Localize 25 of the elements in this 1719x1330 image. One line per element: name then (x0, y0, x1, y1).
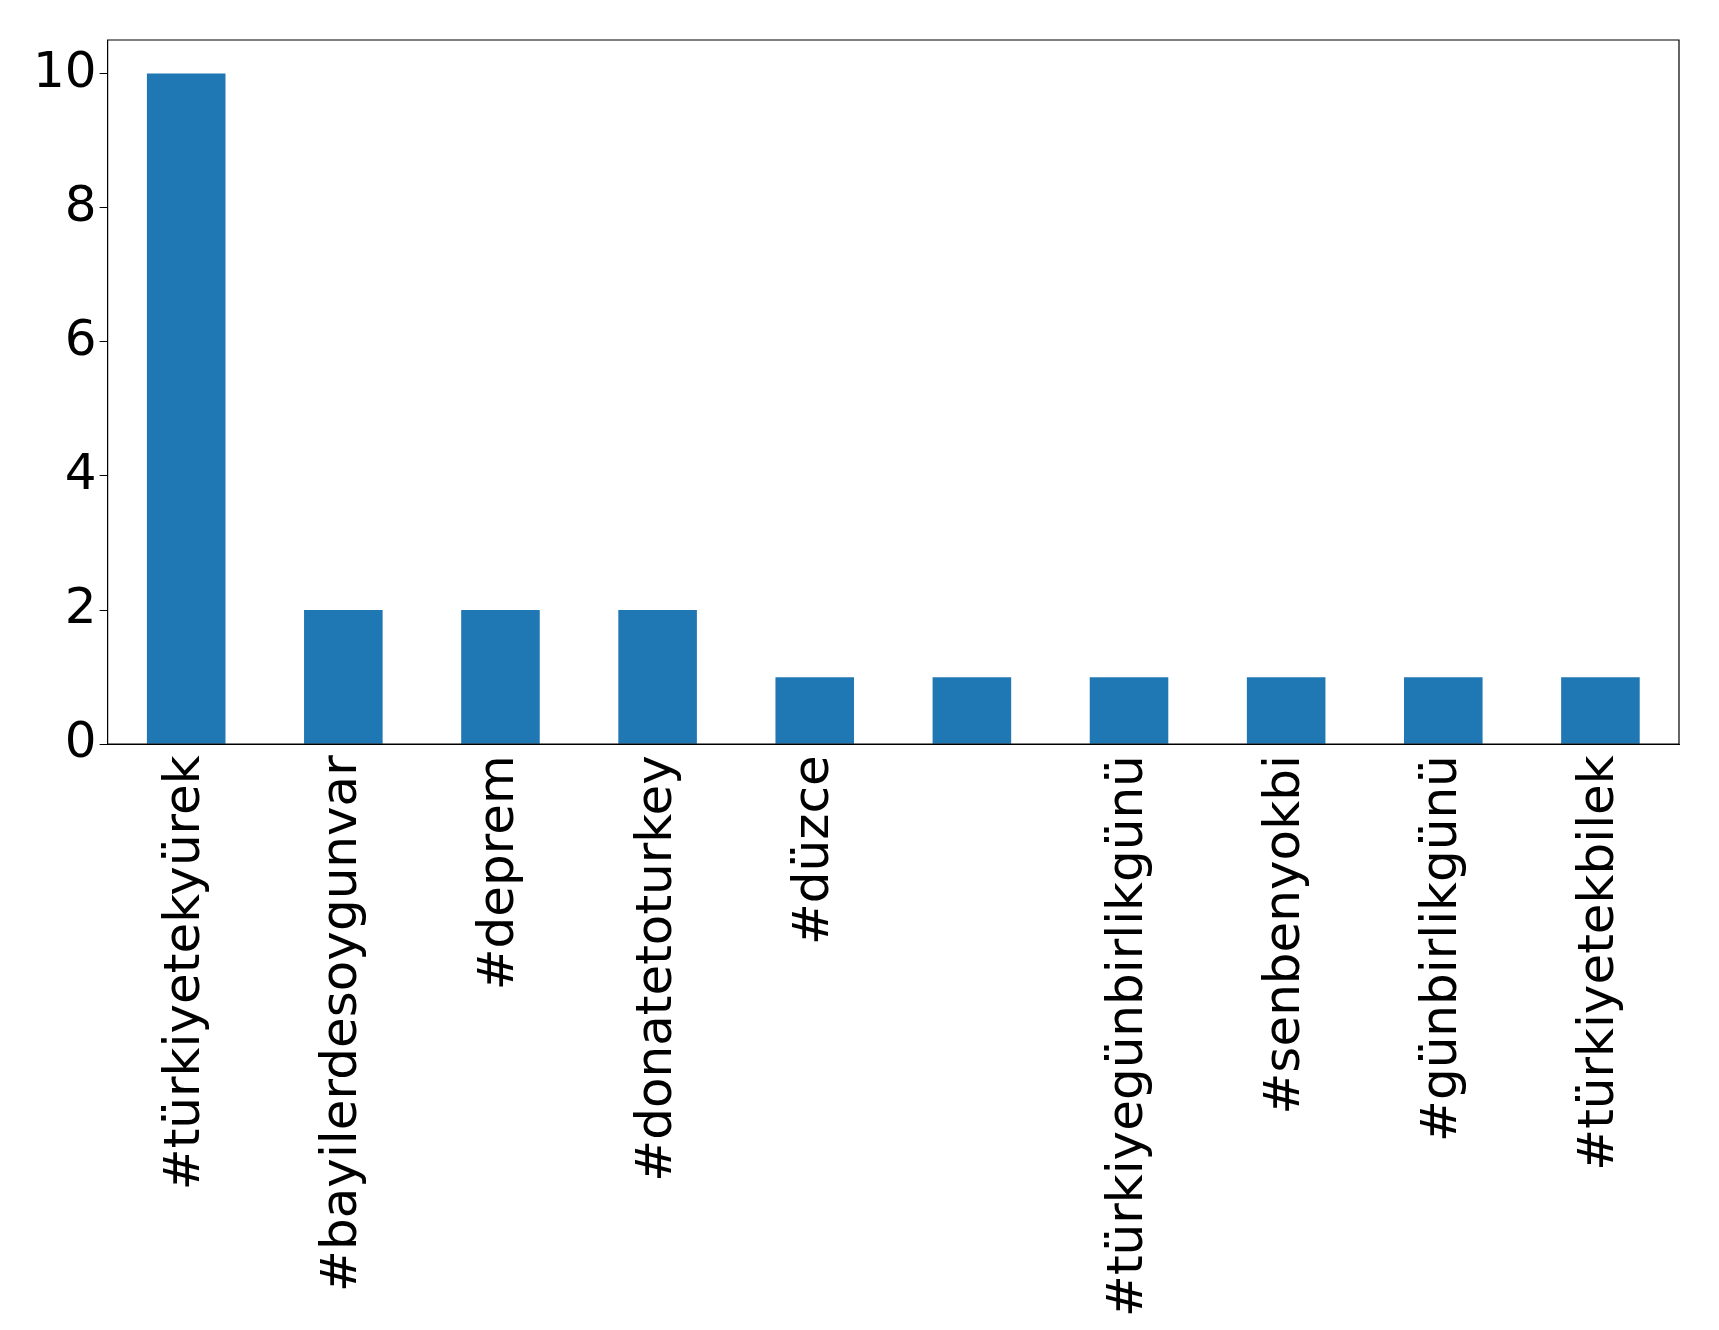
x-tick-label: #bayilerdesoygunvar (310, 754, 369, 1292)
bar (1561, 677, 1640, 744)
bar (618, 610, 697, 744)
x-tick-label: #türkiyetekyürek (153, 755, 212, 1191)
x-tick-label: #günbirlikgünü (1410, 755, 1469, 1142)
bar (146, 73, 226, 744)
bar (304, 610, 383, 744)
bar (1089, 677, 1169, 744)
y-tick-label: 0 (64, 711, 97, 770)
x-tick-label: #türkiyegünbirlikgünü (1096, 755, 1154, 1317)
y-tick-label: 8 (64, 174, 97, 233)
x-tick-label: #donatetoturkey (624, 755, 683, 1182)
x-tick-label: #türkiyetekbilek (1567, 755, 1626, 1171)
bar (1246, 677, 1326, 744)
y-tick-label: 2 (64, 577, 97, 636)
x-tick-label: #senbenyokbi (1253, 755, 1312, 1115)
bar (461, 610, 540, 744)
x-tick-label: #düzce (781, 755, 840, 946)
y-tick-label: 4 (64, 442, 97, 501)
bar (932, 677, 1012, 744)
bar (775, 677, 855, 744)
y-tick-label: 6 (64, 308, 97, 367)
bar (1404, 677, 1483, 744)
x-tick-label: #deprem (467, 755, 526, 991)
y-tick-label: 10 (33, 40, 97, 99)
